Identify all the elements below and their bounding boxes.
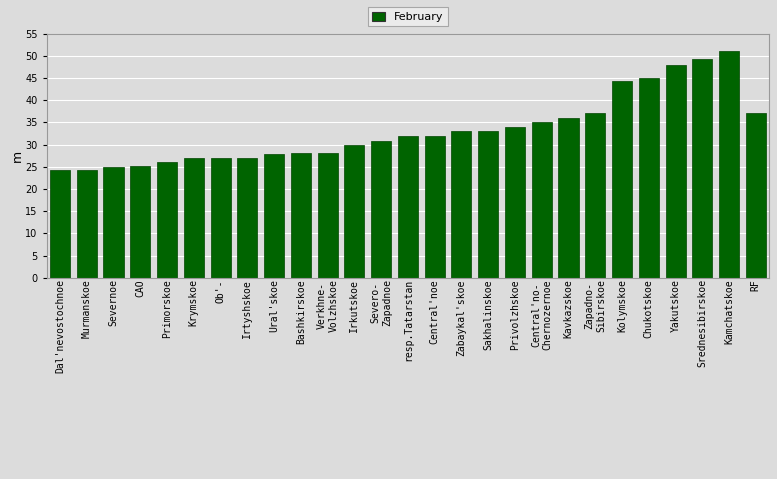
Bar bbox=[344, 145, 364, 278]
Bar bbox=[157, 162, 177, 278]
Bar bbox=[746, 114, 766, 278]
Bar bbox=[639, 78, 659, 278]
Bar bbox=[131, 166, 150, 278]
Bar bbox=[692, 59, 713, 278]
Bar bbox=[531, 122, 552, 278]
Bar bbox=[103, 167, 124, 278]
Bar bbox=[612, 81, 632, 278]
Bar bbox=[585, 114, 605, 278]
Bar bbox=[291, 153, 311, 278]
Bar bbox=[211, 158, 231, 278]
Bar bbox=[237, 158, 257, 278]
Bar bbox=[184, 158, 204, 278]
Legend: February: February bbox=[368, 7, 448, 26]
Bar bbox=[719, 51, 739, 278]
Y-axis label: m: m bbox=[11, 149, 24, 162]
Bar bbox=[398, 136, 418, 278]
Bar bbox=[77, 170, 97, 278]
Bar bbox=[425, 136, 444, 278]
Bar bbox=[371, 141, 391, 278]
Bar bbox=[505, 127, 525, 278]
Bar bbox=[318, 153, 338, 278]
Bar bbox=[666, 65, 685, 278]
Bar bbox=[264, 154, 284, 278]
Bar bbox=[559, 118, 579, 278]
Bar bbox=[50, 170, 70, 278]
Bar bbox=[478, 131, 498, 278]
Bar bbox=[451, 131, 472, 278]
